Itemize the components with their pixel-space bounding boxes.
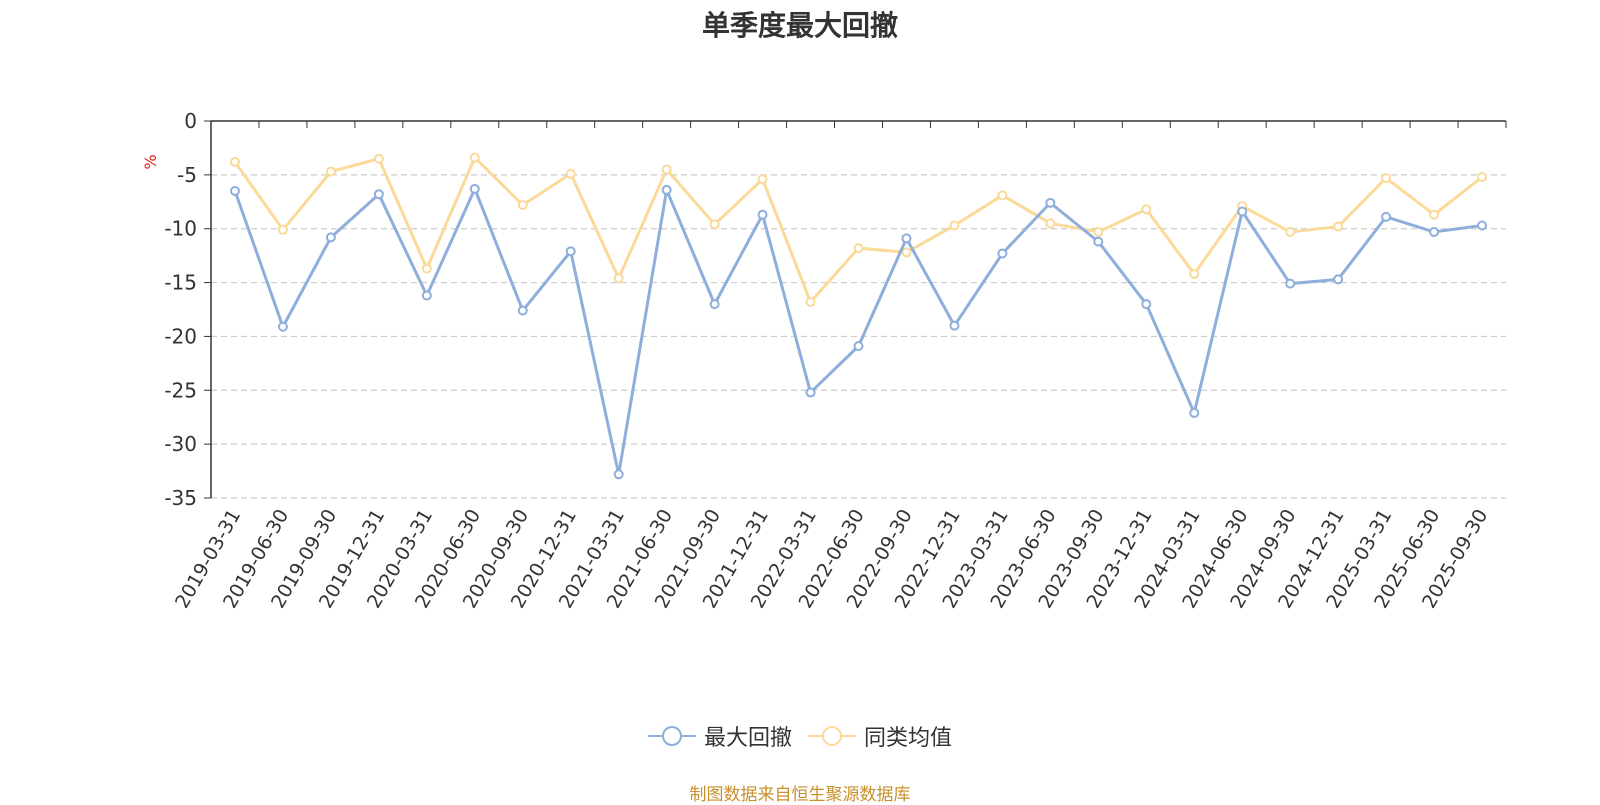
data-point-1: [373, 153, 384, 164]
data-point-1: [1093, 226, 1104, 237]
data-point-1: [517, 200, 528, 211]
data-point-0: [613, 469, 624, 480]
y-tick-label: -25: [164, 378, 197, 402]
legend-item-max-drawdown[interactable]: 最大回撤: [647, 720, 792, 752]
data-point-1: [1333, 221, 1344, 232]
data-point-0: [469, 183, 480, 194]
data-point-1: [949, 220, 960, 231]
y-tick-label: -5: [177, 163, 197, 187]
data-point-1: [1141, 204, 1152, 215]
data-point-0: [1141, 299, 1152, 310]
data-point-1: [997, 190, 1008, 201]
data-point-1: [709, 219, 720, 230]
data-point-0: [517, 305, 528, 316]
data-point-1: [1477, 172, 1488, 183]
data-point-0: [853, 341, 864, 352]
y-tick-label: -20: [164, 324, 197, 348]
data-point-1: [853, 243, 864, 254]
data-point-1: [229, 156, 240, 167]
legend: 最大回撤 同类均值: [0, 720, 1600, 752]
data-point-0: [373, 189, 384, 200]
data-point-1: [469, 152, 480, 163]
data-point-0: [1333, 274, 1344, 285]
data-point-1: [1381, 173, 1392, 184]
data-point-1: [1285, 226, 1296, 237]
data-point-1: [277, 224, 288, 235]
data-point-1: [661, 164, 672, 175]
data-point-0: [997, 248, 1008, 259]
y-tick-label: -10: [164, 217, 197, 241]
data-point-1: [325, 166, 336, 177]
data-point-0: [757, 209, 768, 220]
data-point-1: [565, 168, 576, 179]
data-point-0: [1477, 220, 1488, 231]
data-point-0: [949, 320, 960, 331]
legend-marker-max-drawdown: [647, 726, 696, 746]
source-footer: 制图数据来自恒生聚源数据库: [689, 785, 911, 805]
data-point-1: [1429, 209, 1440, 220]
data-point-0: [1285, 278, 1296, 289]
y-tick-label: -35: [164, 486, 197, 510]
series-line-1: [233, 156, 1483, 304]
data-point-0: [1093, 236, 1104, 247]
legend-item-peer-average[interactable]: 同类均值: [808, 720, 952, 752]
data-point-0: [805, 387, 816, 398]
y-tick-label: 0: [184, 109, 197, 133]
data-point-0: [1237, 206, 1248, 217]
chart-title: 单季度最大回撤: [701, 9, 898, 42]
data-point-0: [277, 321, 288, 332]
data-point-0: [709, 299, 720, 310]
y-tick-label: -30: [164, 432, 197, 456]
legend-marker-peer-average: [808, 726, 856, 746]
data-point-0: [661, 184, 672, 195]
data-point-1: [901, 247, 912, 258]
data-point-1: [805, 296, 816, 307]
legend-label-max-drawdown: 最大回撤: [703, 726, 792, 751]
data-point-0: [1189, 407, 1200, 418]
y-tick-label: -15: [164, 271, 197, 295]
data-point-0: [421, 290, 432, 301]
data-point-0: [1429, 226, 1440, 237]
data-point-1: [1189, 268, 1200, 279]
data-point-1: [1045, 218, 1056, 229]
data-point-0: [325, 232, 336, 243]
data-point-0: [229, 186, 240, 197]
data-point-0: [901, 233, 912, 244]
data-point-1: [421, 263, 432, 274]
data-point-0: [1381, 211, 1392, 222]
line-chart: 0-5-10-15-20-25-30-35%2019-03-312019-06-…: [141, 109, 1507, 612]
data-point-0: [565, 246, 576, 257]
data-point-1: [613, 273, 624, 284]
legend-label-peer-average: 同类均值: [864, 726, 953, 751]
y-axis-unit-label: %: [141, 154, 160, 169]
data-point-0: [1045, 197, 1056, 208]
data-point-1: [757, 174, 768, 185]
